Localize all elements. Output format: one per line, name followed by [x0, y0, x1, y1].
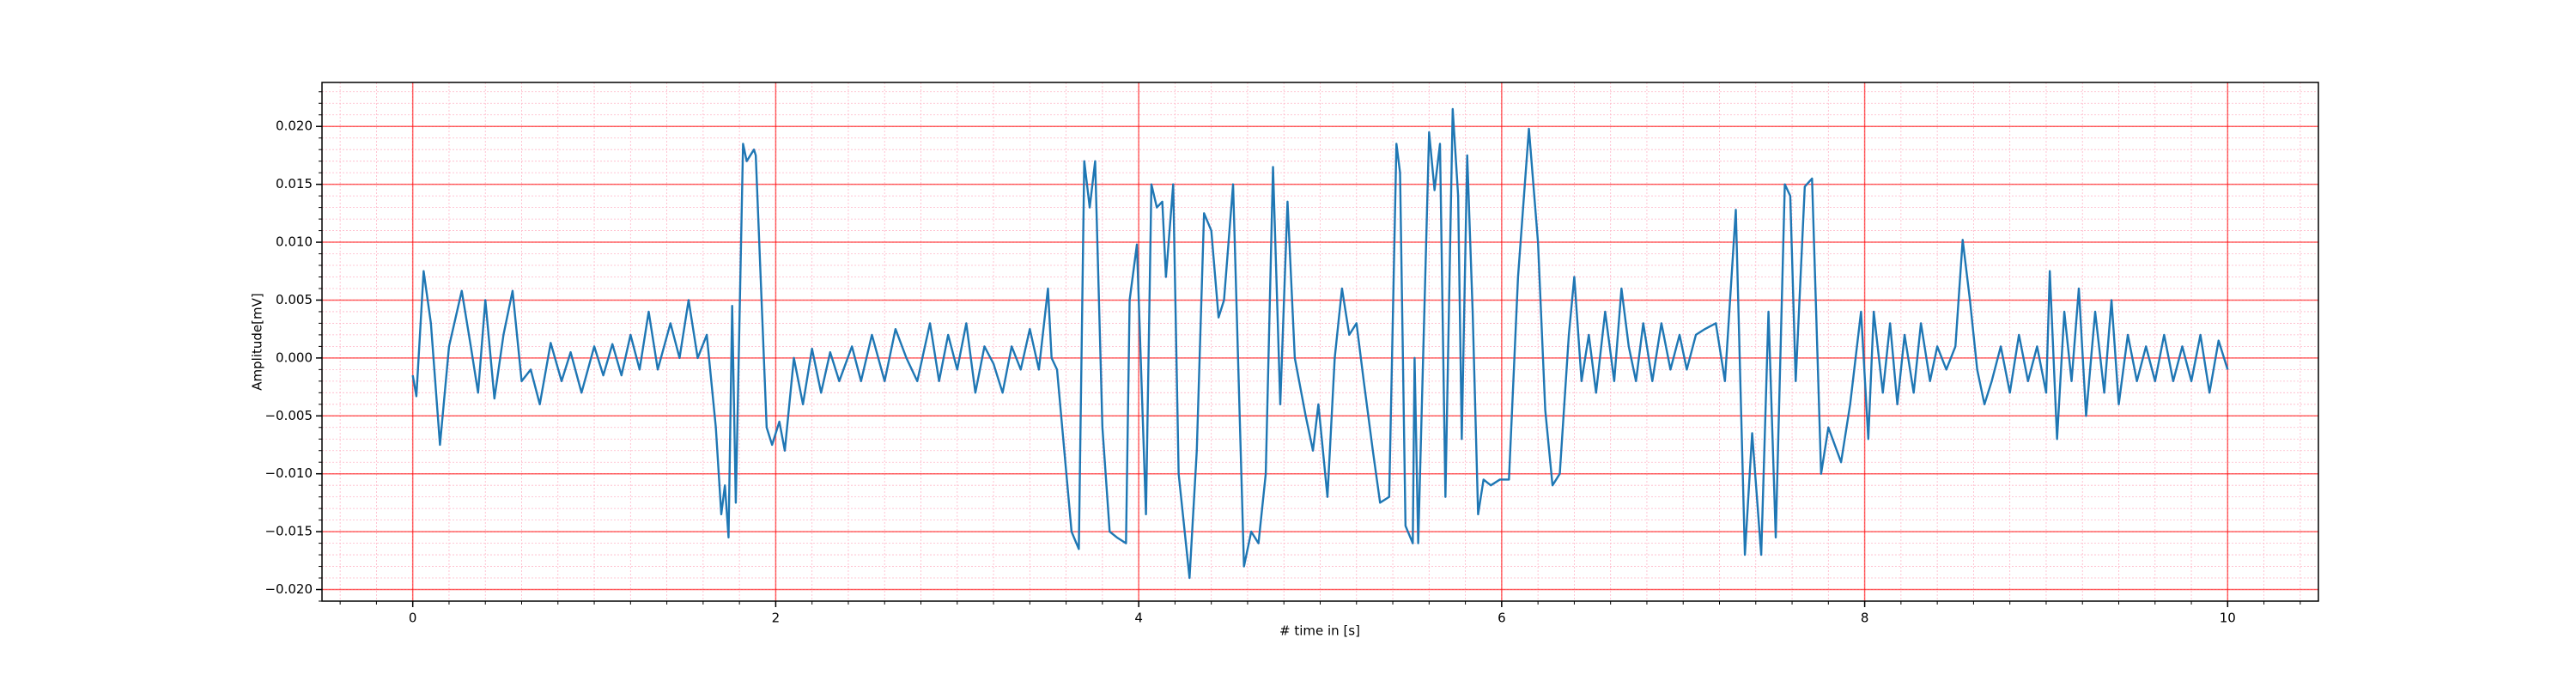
y-tick-label: −0.010	[264, 465, 313, 481]
y-axis-label: Amplitude[mV]	[250, 293, 265, 390]
y-tick-label: 0.020	[276, 119, 313, 134]
x-tick-label: 10	[2220, 611, 2236, 626]
y-tick-label: 0.010	[276, 234, 313, 250]
y-tick-label: 0.000	[276, 350, 313, 365]
y-tick-label: −0.020	[264, 581, 313, 597]
x-tick-label: 8	[1861, 611, 1869, 626]
y-tick-label: −0.015	[264, 524, 313, 539]
axes-frame	[321, 82, 2319, 602]
x-tick-label: 4	[1134, 611, 1143, 626]
x-tick-label: 0	[409, 611, 417, 626]
axes: 0 2 4 6 8 10 −0.020 −0.015 −0.010 −0.005 0.000 0.00…	[264, 82, 2319, 626]
y-tick-label: 0.005	[276, 292, 313, 307]
data-line	[411, 107, 2229, 580]
x-tick-label: 6	[1498, 611, 1506, 626]
series-group	[411, 107, 2229, 580]
x-axis-label: # time in [s]	[1279, 623, 1360, 639]
x-tick-label: 2	[772, 611, 781, 626]
y-tick-label: 0.015	[276, 176, 313, 192]
y-tick-label: −0.005	[264, 408, 313, 423]
